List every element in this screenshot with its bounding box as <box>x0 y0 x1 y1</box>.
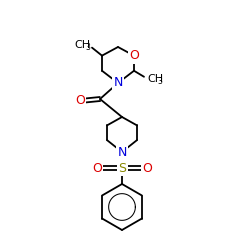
Text: CH: CH <box>74 40 90 50</box>
Text: O: O <box>75 94 85 108</box>
Text: O: O <box>142 162 152 174</box>
Text: O: O <box>92 162 102 174</box>
Text: N: N <box>113 76 123 90</box>
Text: 3: 3 <box>158 77 162 86</box>
Text: S: S <box>118 162 126 174</box>
Text: O: O <box>129 49 139 62</box>
Text: 3: 3 <box>85 43 90 52</box>
Text: N: N <box>117 146 127 158</box>
Text: CH: CH <box>147 74 163 84</box>
